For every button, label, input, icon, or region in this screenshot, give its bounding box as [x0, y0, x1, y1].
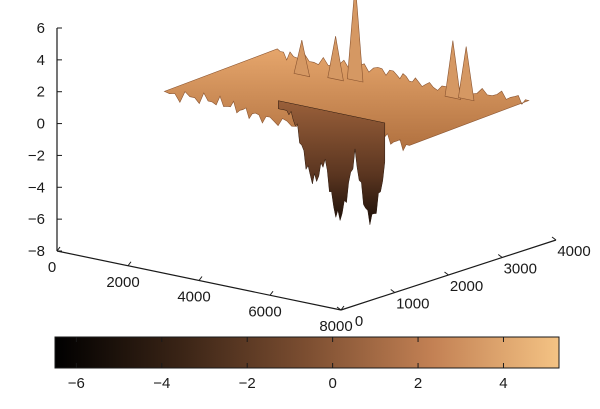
- surface-peak: [444, 40, 462, 100]
- colorbar-ticks: −6 −4 −2 0 2 4: [68, 337, 508, 392]
- colorbar: −6 −4 −2 0 2 4: [54, 336, 560, 392]
- y-ticks: 0 1000 2000 3000 4000: [336, 236, 591, 330]
- colorbar-gradient: [54, 336, 560, 369]
- x-tick-label: 0: [48, 259, 56, 276]
- z-tick-label: −8: [28, 243, 45, 260]
- x-tick-mark: [56, 246, 61, 252]
- colorbar-tick-label: −2: [239, 375, 256, 392]
- x-tick-mark: [269, 290, 274, 296]
- y-tick-label: 3000: [504, 261, 537, 278]
- y-tick-mark: [551, 236, 557, 241]
- surface-peak: [293, 39, 311, 78]
- x-tick-label: 4000: [177, 289, 210, 306]
- x-ticks: 0 2000 4000 6000 8000: [48, 246, 353, 335]
- y-tick-label: 4000: [557, 243, 590, 260]
- z-tick-label: 6: [37, 20, 45, 37]
- y-tick-mark: [336, 306, 342, 311]
- surface-peak: [458, 46, 475, 102]
- surface-mesh: [163, 0, 530, 225]
- z-tick-label: 2: [37, 84, 45, 101]
- x-tick-mark: [340, 305, 345, 311]
- z-ticks: −8 −6 −4 −2 0 2 4 6: [28, 20, 62, 260]
- x-tick-mark: [198, 276, 203, 281]
- x-tick-mark: [127, 261, 132, 267]
- colorbar-tick-label: 2: [414, 375, 422, 392]
- colorbar-tick-label: 4: [499, 375, 507, 392]
- y-tick-mark: [444, 271, 449, 276]
- z-tick-label: −4: [28, 179, 45, 196]
- y-tick-mark: [390, 289, 396, 293]
- surface-trough: [278, 100, 386, 225]
- x-tick-label: 2000: [106, 274, 139, 291]
- colorbar-tick-label: −6: [68, 375, 85, 392]
- surface-peak: [327, 36, 344, 82]
- colorbar-tick-label: −4: [153, 375, 170, 392]
- z-tick-label: −6: [28, 211, 45, 228]
- z-tick-label: 0: [37, 116, 45, 133]
- z-tick-label: −2: [28, 147, 45, 164]
- x-tick-label: 6000: [248, 303, 281, 320]
- y-tick-label: 1000: [396, 296, 429, 313]
- colorbar-tick-label: 0: [328, 375, 336, 392]
- x-tick-label: 8000: [319, 318, 352, 335]
- z-tick-label: 4: [37, 52, 45, 69]
- y-tick-mark: [497, 254, 503, 258]
- y-tick-label: 0: [355, 313, 363, 330]
- y-tick-label: 2000: [450, 278, 483, 295]
- surface-peak: [347, 0, 364, 83]
